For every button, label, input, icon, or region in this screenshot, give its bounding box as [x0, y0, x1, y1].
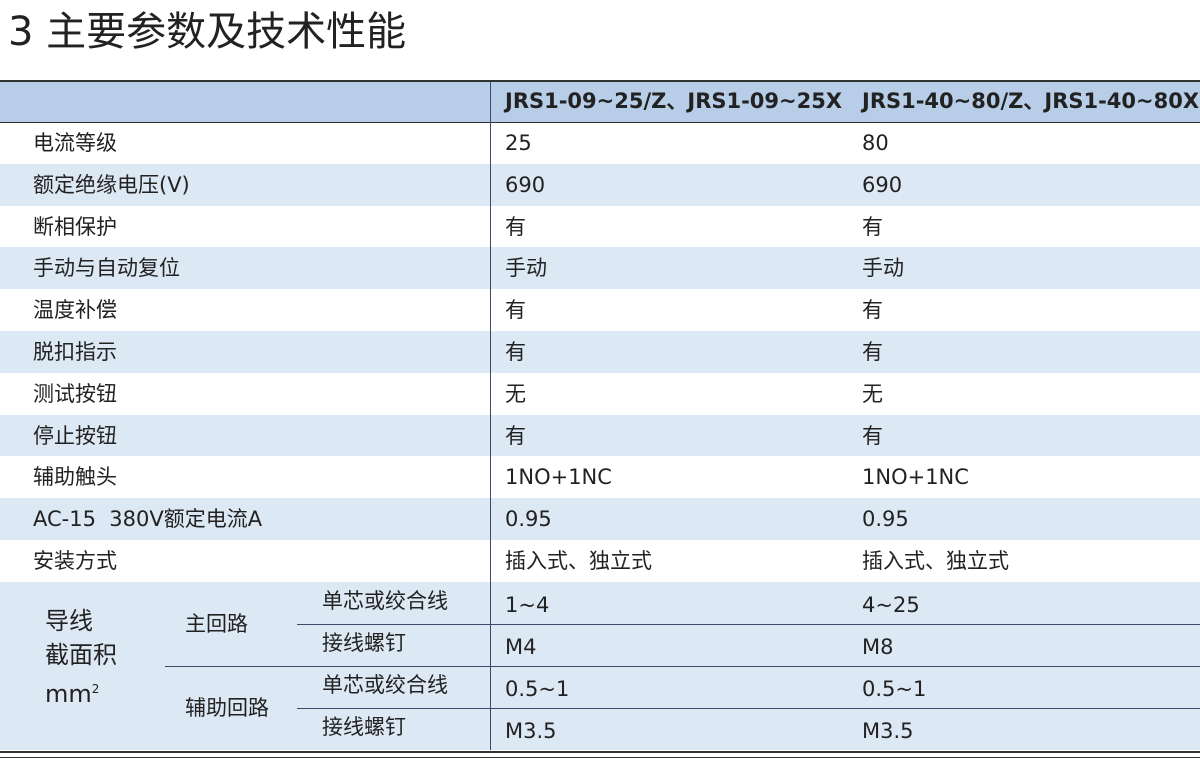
row-label: 安装方式	[33, 549, 117, 573]
row-label: 温度补偿	[33, 298, 117, 323]
column-divider	[490, 82, 491, 750]
row-label: 电流等级	[33, 131, 117, 155]
table-row	[0, 122, 1200, 164]
header-cell: JRS1-40~80/Z、JRS1-40~80X	[862, 89, 1200, 113]
unit-sup: 2	[91, 681, 100, 696]
row-value: 1NO+1NC	[505, 465, 612, 490]
row-value: 插入式、独立式	[862, 549, 1009, 573]
wire-unit: mm2	[45, 672, 117, 711]
sub-label: 接线螺钉	[322, 714, 406, 739]
row-value: M4	[505, 634, 537, 659]
row-value: 0.95	[862, 507, 909, 532]
row-label: 辅助触头	[33, 465, 117, 490]
group-name: 主回路	[185, 611, 248, 636]
sub-label: 接线螺钉	[322, 630, 406, 655]
row-value: 插入式、独立式	[505, 549, 652, 573]
row-value: 手动	[862, 256, 904, 281]
table-row	[0, 247, 1200, 290]
row-value: 有	[505, 214, 526, 239]
row-value: M8	[862, 634, 894, 659]
unit-text: mm	[45, 679, 92, 708]
row-label: 脱扣指示	[33, 340, 117, 364]
row-value: 有	[862, 298, 883, 323]
row-label: 手动与自动复位	[33, 256, 180, 281]
group-name: 辅助回路	[185, 695, 269, 720]
row-divider	[297, 623, 1200, 625]
row-value: 有	[862, 340, 883, 364]
row-value: 4~25	[862, 592, 920, 617]
top-border	[0, 80, 1200, 82]
page-title: 3 主要参数及技术性能	[8, 9, 407, 55]
row-value: 无	[505, 381, 526, 406]
sub-label: 单芯或绞合线	[322, 672, 448, 697]
row-value: 无	[862, 381, 883, 406]
table-row	[0, 205, 1200, 248]
row-value: M3.5	[505, 718, 557, 743]
header-border	[0, 122, 1200, 123]
row-divider	[297, 707, 1200, 709]
wire-label: 导线截面积 mm2	[45, 604, 117, 711]
row-value: 25	[505, 131, 532, 155]
table-row	[0, 372, 1200, 415]
header-cell: JRS1-09~25/Z、JRS1-09~25X	[505, 89, 843, 113]
row-value: 0.5~1	[505, 676, 570, 701]
row-label: 额定绝缘电压(V)	[33, 172, 190, 197]
header-row	[0, 82, 1200, 122]
row-value: 有	[505, 423, 526, 448]
row-label: 断相保护	[33, 214, 117, 239]
table-row	[0, 414, 1200, 457]
row-label: AC-15 380V额定电流A	[33, 507, 263, 532]
row-value: 0.95	[505, 507, 552, 532]
row-value: 690	[862, 172, 903, 197]
table-row	[0, 498, 1200, 540]
row-label: 停止按钮	[33, 423, 117, 448]
table-row	[0, 163, 1200, 206]
row-value: 1~4	[505, 592, 550, 617]
row-value: 手动	[505, 256, 547, 281]
table-row	[0, 540, 1200, 582]
table-row	[0, 331, 1200, 373]
row-value: 有	[505, 340, 526, 364]
row-value: 0.5~1	[862, 676, 927, 701]
row-value: 80	[862, 131, 889, 155]
bottom-border	[0, 756, 1200, 758]
row-value: M3.5	[862, 718, 914, 743]
row-value: 有	[505, 298, 526, 323]
wire-label-line: 导线	[45, 606, 93, 635]
row-value: 690	[505, 172, 546, 197]
row-divider	[165, 665, 1200, 667]
row-label: 测试按钮	[33, 381, 117, 406]
row-value: 1NO+1NC	[862, 465, 969, 490]
sub-label: 单芯或绞合线	[322, 588, 448, 613]
table-row	[0, 456, 1200, 499]
bottom-border	[0, 750, 1200, 753]
row-value: 有	[862, 423, 883, 448]
row-value: 有	[862, 214, 883, 239]
table-row	[0, 289, 1200, 331]
wire-label-line: 截面积	[45, 640, 117, 669]
